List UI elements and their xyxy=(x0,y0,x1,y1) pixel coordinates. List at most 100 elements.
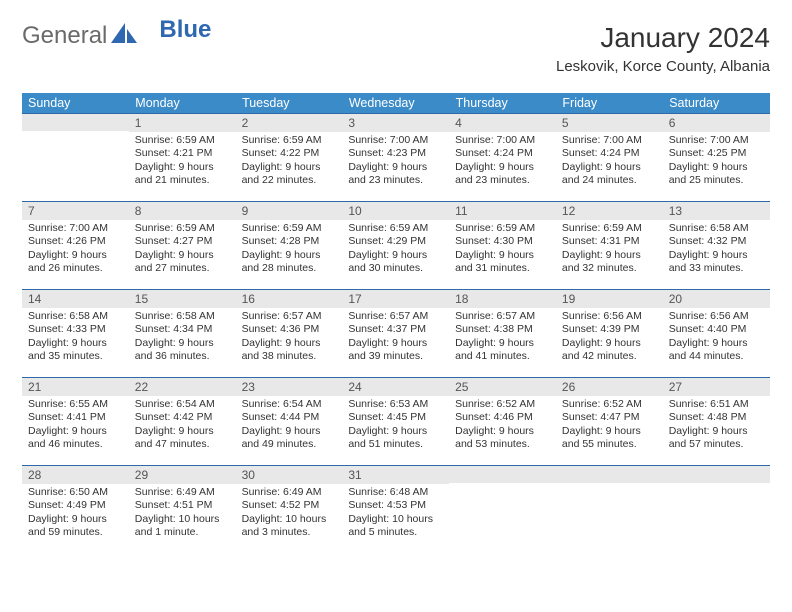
sunrise-text: Sunrise: 6:57 AM xyxy=(348,310,443,323)
day-header: Friday xyxy=(556,93,663,113)
day-details: Sunrise: 6:51 AMSunset: 4:48 PMDaylight:… xyxy=(663,396,770,458)
sunrise-text: Sunrise: 6:49 AM xyxy=(135,486,230,499)
calendar-cell: 18Sunrise: 6:57 AMSunset: 4:38 PMDayligh… xyxy=(449,289,556,377)
sunrise-text: Sunrise: 6:52 AM xyxy=(562,398,657,411)
day-details: Sunrise: 6:53 AMSunset: 4:45 PMDaylight:… xyxy=(342,396,449,458)
calendar-cell: 17Sunrise: 6:57 AMSunset: 4:37 PMDayligh… xyxy=(342,289,449,377)
sunset-text: Sunset: 4:31 PM xyxy=(562,235,657,248)
day-header: Monday xyxy=(129,93,236,113)
day-details: Sunrise: 6:50 AMSunset: 4:49 PMDaylight:… xyxy=(22,484,129,546)
sunset-text: Sunset: 4:26 PM xyxy=(28,235,123,248)
day-number: 16 xyxy=(236,289,343,308)
day-header: Tuesday xyxy=(236,93,343,113)
day-details: Sunrise: 6:58 AMSunset: 4:34 PMDaylight:… xyxy=(129,308,236,370)
daylight-text: Daylight: 9 hours and 30 minutes. xyxy=(348,249,443,276)
day-details: Sunrise: 6:57 AMSunset: 4:36 PMDaylight:… xyxy=(236,308,343,370)
empty-day-number xyxy=(22,113,129,131)
sunset-text: Sunset: 4:24 PM xyxy=(562,147,657,160)
sunrise-text: Sunrise: 6:58 AM xyxy=(135,310,230,323)
calendar-cell: 14Sunrise: 6:58 AMSunset: 4:33 PMDayligh… xyxy=(22,289,129,377)
daylight-text: Daylight: 10 hours and 3 minutes. xyxy=(242,513,337,540)
sunrise-text: Sunrise: 6:54 AM xyxy=(242,398,337,411)
calendar-cell: 3Sunrise: 7:00 AMSunset: 4:23 PMDaylight… xyxy=(342,113,449,201)
day-number: 10 xyxy=(342,201,449,220)
daylight-text: Daylight: 9 hours and 35 minutes. xyxy=(28,337,123,364)
day-details: Sunrise: 6:49 AMSunset: 4:52 PMDaylight:… xyxy=(236,484,343,546)
day-details: Sunrise: 7:00 AMSunset: 4:24 PMDaylight:… xyxy=(449,132,556,194)
day-number: 25 xyxy=(449,377,556,396)
sunrise-text: Sunrise: 7:00 AM xyxy=(455,134,550,147)
empty-day-number xyxy=(449,465,556,483)
sunset-text: Sunset: 4:36 PM xyxy=(242,323,337,336)
sunset-text: Sunset: 4:23 PM xyxy=(348,147,443,160)
sunrise-text: Sunrise: 7:00 AM xyxy=(562,134,657,147)
calendar-cell: 1Sunrise: 6:59 AMSunset: 4:21 PMDaylight… xyxy=(129,113,236,201)
sunset-text: Sunset: 4:22 PM xyxy=(242,147,337,160)
daylight-text: Daylight: 9 hours and 38 minutes. xyxy=(242,337,337,364)
sunset-text: Sunset: 4:41 PM xyxy=(28,411,123,424)
day-number: 31 xyxy=(342,465,449,484)
sunset-text: Sunset: 4:28 PM xyxy=(242,235,337,248)
calendar-cell: 25Sunrise: 6:52 AMSunset: 4:46 PMDayligh… xyxy=(449,377,556,465)
empty-day-number xyxy=(556,465,663,483)
day-number: 12 xyxy=(556,201,663,220)
day-header: Thursday xyxy=(449,93,556,113)
sunset-text: Sunset: 4:24 PM xyxy=(455,147,550,160)
daylight-text: Daylight: 9 hours and 39 minutes. xyxy=(348,337,443,364)
sunset-text: Sunset: 4:37 PM xyxy=(348,323,443,336)
day-number: 29 xyxy=(129,465,236,484)
day-details: Sunrise: 6:57 AMSunset: 4:38 PMDaylight:… xyxy=(449,308,556,370)
sunrise-text: Sunrise: 6:59 AM xyxy=(242,134,337,147)
day-details: Sunrise: 6:56 AMSunset: 4:39 PMDaylight:… xyxy=(556,308,663,370)
sunrise-text: Sunrise: 7:00 AM xyxy=(669,134,764,147)
daylight-text: Daylight: 9 hours and 33 minutes. xyxy=(669,249,764,276)
calendar-cell: 31Sunrise: 6:48 AMSunset: 4:53 PMDayligh… xyxy=(342,465,449,553)
sunset-text: Sunset: 4:25 PM xyxy=(669,147,764,160)
day-details: Sunrise: 6:54 AMSunset: 4:44 PMDaylight:… xyxy=(236,396,343,458)
daylight-text: Daylight: 9 hours and 32 minutes. xyxy=(562,249,657,276)
sunrise-text: Sunrise: 6:59 AM xyxy=(242,222,337,235)
calendar-cell: 4Sunrise: 7:00 AMSunset: 4:24 PMDaylight… xyxy=(449,113,556,201)
daylight-text: Daylight: 9 hours and 24 minutes. xyxy=(562,161,657,188)
sunset-text: Sunset: 4:47 PM xyxy=(562,411,657,424)
day-number: 28 xyxy=(22,465,129,484)
calendar-cell xyxy=(449,465,556,553)
sunrise-text: Sunrise: 6:53 AM xyxy=(348,398,443,411)
day-details: Sunrise: 6:52 AMSunset: 4:46 PMDaylight:… xyxy=(449,396,556,458)
calendar-cell: 19Sunrise: 6:56 AMSunset: 4:39 PMDayligh… xyxy=(556,289,663,377)
sunset-text: Sunset: 4:29 PM xyxy=(348,235,443,248)
day-header: Sunday xyxy=(22,93,129,113)
sunset-text: Sunset: 4:44 PM xyxy=(242,411,337,424)
day-number: 9 xyxy=(236,201,343,220)
calendar-cell: 8Sunrise: 6:59 AMSunset: 4:27 PMDaylight… xyxy=(129,201,236,289)
day-number: 4 xyxy=(449,113,556,132)
location-text: Leskovik, Korce County, Albania xyxy=(556,58,770,75)
sunrise-text: Sunrise: 6:54 AM xyxy=(135,398,230,411)
day-details: Sunrise: 7:00 AMSunset: 4:24 PMDaylight:… xyxy=(556,132,663,194)
sunrise-text: Sunrise: 6:57 AM xyxy=(242,310,337,323)
daylight-text: Daylight: 10 hours and 1 minute. xyxy=(135,513,230,540)
sunrise-text: Sunrise: 6:59 AM xyxy=(135,222,230,235)
calendar-cell: 15Sunrise: 6:58 AMSunset: 4:34 PMDayligh… xyxy=(129,289,236,377)
daylight-text: Daylight: 9 hours and 36 minutes. xyxy=(135,337,230,364)
sunset-text: Sunset: 4:40 PM xyxy=(669,323,764,336)
sunset-text: Sunset: 4:21 PM xyxy=(135,147,230,160)
daylight-text: Daylight: 9 hours and 51 minutes. xyxy=(348,425,443,452)
sunrise-text: Sunrise: 6:57 AM xyxy=(455,310,550,323)
sunrise-text: Sunrise: 6:59 AM xyxy=(562,222,657,235)
calendar-cell: 16Sunrise: 6:57 AMSunset: 4:36 PMDayligh… xyxy=(236,289,343,377)
sunrise-text: Sunrise: 6:59 AM xyxy=(135,134,230,147)
calendar-cell: 28Sunrise: 6:50 AMSunset: 4:49 PMDayligh… xyxy=(22,465,129,553)
calendar-cell: 26Sunrise: 6:52 AMSunset: 4:47 PMDayligh… xyxy=(556,377,663,465)
day-header: Wednesday xyxy=(342,93,449,113)
page-title: January 2024 xyxy=(556,22,770,54)
day-details: Sunrise: 7:00 AMSunset: 4:25 PMDaylight:… xyxy=(663,132,770,194)
sunrise-text: Sunrise: 6:56 AM xyxy=(669,310,764,323)
sunrise-text: Sunrise: 7:00 AM xyxy=(28,222,123,235)
day-details: Sunrise: 7:00 AMSunset: 4:26 PMDaylight:… xyxy=(22,220,129,282)
calendar-cell xyxy=(22,113,129,201)
day-number: 22 xyxy=(129,377,236,396)
day-number: 11 xyxy=(449,201,556,220)
sunrise-text: Sunrise: 6:58 AM xyxy=(669,222,764,235)
calendar-cell: 5Sunrise: 7:00 AMSunset: 4:24 PMDaylight… xyxy=(556,113,663,201)
